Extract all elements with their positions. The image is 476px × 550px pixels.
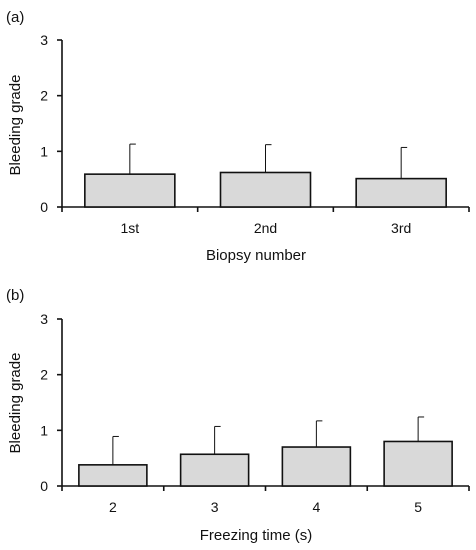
chart-panel-b: (b) Freezing time (s) Bleeding grade 0 1 2… [6,287,470,544]
panel-label-a: (a) [6,9,24,26]
x-tick-label-a: 3rd [391,220,411,236]
bar-a-3 [355,177,447,208]
bar-b-3 [281,446,352,487]
y-tick-label-a: 3 [40,32,48,48]
y-tick-label-b: 1 [40,422,48,438]
bar-b-2 [179,453,250,487]
bar-a-2 [219,171,312,208]
x-tick-label-b: 2 [109,499,117,515]
bar-b-1 [78,464,148,487]
x-tick-label-a: 2nd [254,220,277,236]
y-tick-label-b: 0 [40,478,48,494]
x-tick-label-b: 4 [312,499,320,515]
x-axis-title-b: Freezing time (s) [200,527,313,544]
x-axis-title-a: Biopsy number [206,247,306,264]
y-tick-label-b: 2 [40,367,48,383]
y-tick-label-a: 0 [40,199,48,215]
y-tick-label-a: 1 [40,143,48,159]
y-axis-title-b: Bleeding grade [7,353,24,454]
x-tick-label-a: 1st [120,220,139,236]
bar-a-1 [84,173,176,208]
x-tick-label-b: 3 [211,499,219,515]
chart-panel-a: (a) Biopsy number Bleeding grade 0 1 2 3 1st… [6,9,470,264]
y-tick-label-b: 3 [40,311,48,327]
x-tick-label-b: 5 [414,499,422,515]
panel-label-b: (b) [6,287,24,304]
y-tick-label-a: 2 [40,88,48,104]
bar-b-4 [383,440,453,487]
y-axis-title-a: Bleeding grade [7,75,24,176]
